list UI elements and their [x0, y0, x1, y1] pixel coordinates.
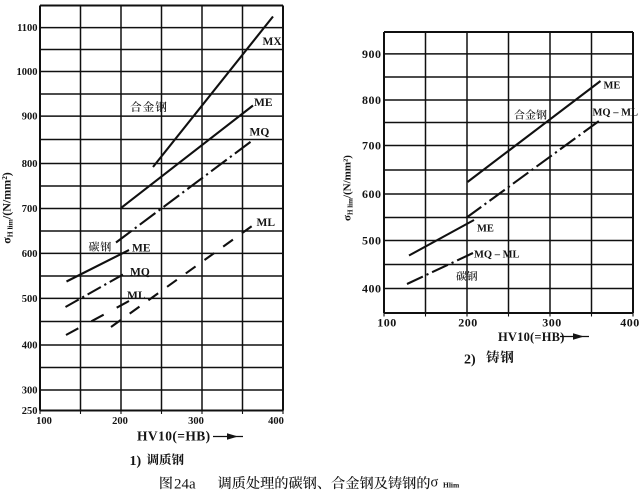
svg-text:ME: ME [132, 243, 151, 255]
svg-text:200: 200 [458, 316, 478, 330]
svg-text:400: 400 [362, 282, 382, 296]
svg-text:2): 2) [464, 353, 476, 368]
svg-text:100: 100 [36, 416, 52, 427]
svg-text:MQ: MQ [250, 127, 270, 139]
svg-text:900: 900 [362, 47, 382, 61]
svg-text:700: 700 [362, 139, 382, 153]
svg-text:σ: σ [431, 475, 439, 491]
svg-text:250: 250 [22, 406, 38, 417]
svg-text:300: 300 [22, 385, 38, 396]
svg-text:Hlim: Hlim [443, 481, 460, 490]
svg-text:800: 800 [22, 159, 38, 170]
svg-text:500: 500 [22, 294, 38, 305]
svg-text:24a: 24a [174, 477, 196, 493]
svg-text:ME: ME [254, 97, 273, 109]
svg-text:1100: 1100 [17, 23, 37, 34]
svg-text:400: 400 [268, 416, 284, 427]
svg-text:400: 400 [22, 340, 38, 351]
svg-text:100: 100 [377, 316, 397, 330]
svg-text:400: 400 [620, 316, 640, 330]
svg-text:σH lim/(N/mm²): σH lim/(N/mm²) [342, 155, 355, 221]
svg-text:HV10(=HB): HV10(=HB) [498, 330, 565, 344]
svg-text:MX: MX [263, 36, 283, 48]
svg-text:MQ – ML: MQ – ML [474, 250, 520, 261]
svg-text:900: 900 [22, 112, 38, 123]
svg-text:1): 1) [130, 454, 142, 469]
svg-text:800: 800 [362, 93, 382, 107]
svg-text:ML: ML [257, 217, 276, 229]
svg-text:HV10(=HB): HV10(=HB) [137, 429, 211, 444]
svg-text:ME: ME [604, 80, 621, 91]
svg-text:1000: 1000 [17, 67, 38, 78]
svg-text:600: 600 [22, 249, 38, 260]
svg-text:300: 300 [188, 416, 204, 427]
svg-text:ME: ME [477, 223, 494, 234]
svg-text:300: 300 [542, 316, 562, 330]
svg-text:700: 700 [22, 204, 38, 215]
svg-text:MQ: MQ [130, 267, 150, 279]
svg-text:200: 200 [112, 416, 128, 427]
svg-text:σH lim/(N/mm²): σH lim/(N/mm²) [0, 172, 15, 244]
svg-text:600: 600 [362, 187, 382, 201]
svg-text:500: 500 [362, 234, 382, 248]
svg-text:ML: ML [127, 290, 146, 302]
svg-text:MQ – ML: MQ – ML [593, 108, 639, 119]
